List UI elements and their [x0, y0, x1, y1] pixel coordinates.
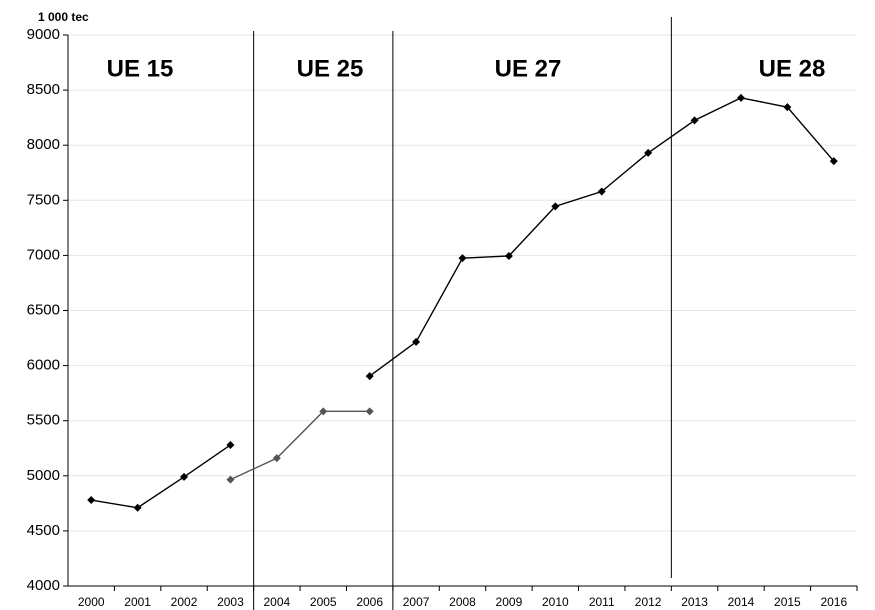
x-tick-label: 2016 — [820, 595, 847, 609]
y-tick-label: 8500 — [27, 81, 60, 98]
period-label: UE 28 — [759, 55, 826, 82]
y-tick-label: 4500 — [27, 522, 60, 539]
x-tick-label: 2013 — [681, 595, 708, 609]
data-point — [87, 496, 96, 505]
period-label: UE 25 — [297, 55, 364, 82]
data-point — [226, 440, 235, 449]
x-tick-label: 2007 — [403, 595, 430, 609]
data-point — [180, 472, 189, 481]
y-tick-label: 6500 — [27, 301, 60, 318]
y-tick-label: 6000 — [27, 357, 60, 374]
data-point — [272, 454, 281, 463]
period-label: UE 27 — [495, 55, 562, 82]
data-point — [226, 475, 235, 484]
series-line — [369, 97, 835, 377]
y-tick-label: 8000 — [27, 136, 60, 153]
x-tick-label: 2014 — [728, 595, 755, 609]
data-point — [783, 103, 792, 112]
data-point — [644, 148, 653, 157]
data-point — [365, 372, 374, 381]
data-point — [365, 407, 374, 416]
x-tick-label: 2009 — [496, 595, 523, 609]
x-tick-label: 2000 — [78, 595, 105, 609]
x-tick-label: 2004 — [264, 595, 291, 609]
series-line — [230, 410, 370, 481]
y-axis-unit: 1 000 tec — [38, 10, 89, 24]
y-tick-label: 9000 — [27, 26, 60, 43]
y-tick-label: 4000 — [27, 577, 60, 594]
data-point — [504, 251, 513, 260]
data-point — [829, 157, 838, 166]
data-point — [319, 407, 328, 416]
data-point — [597, 187, 606, 196]
x-tick-label: 2001 — [124, 595, 151, 609]
data-point — [551, 202, 560, 211]
x-tick-label: 2011 — [589, 595, 615, 609]
x-tick-label: 2006 — [356, 595, 383, 609]
series-line — [91, 444, 231, 509]
x-tick-label: 2005 — [310, 595, 337, 609]
x-tick-label: 2010 — [542, 595, 569, 609]
period-label: UE 15 — [107, 55, 174, 82]
x-tick-label: 2015 — [774, 595, 801, 609]
data-point — [133, 503, 142, 512]
x-tick-label: 2003 — [217, 595, 244, 609]
x-tick-label: 2008 — [449, 595, 476, 609]
x-tick-label: 2012 — [635, 595, 662, 609]
x-tick-label: 2002 — [171, 595, 198, 609]
y-tick-label: 7000 — [27, 246, 60, 263]
y-tick-label: 7500 — [27, 191, 60, 208]
y-tick-label: 5500 — [27, 412, 60, 429]
y-tick-label: 5000 — [27, 467, 60, 484]
data-point — [736, 93, 745, 102]
data-point — [690, 116, 699, 125]
data-point — [458, 254, 467, 263]
data-point — [412, 337, 421, 346]
